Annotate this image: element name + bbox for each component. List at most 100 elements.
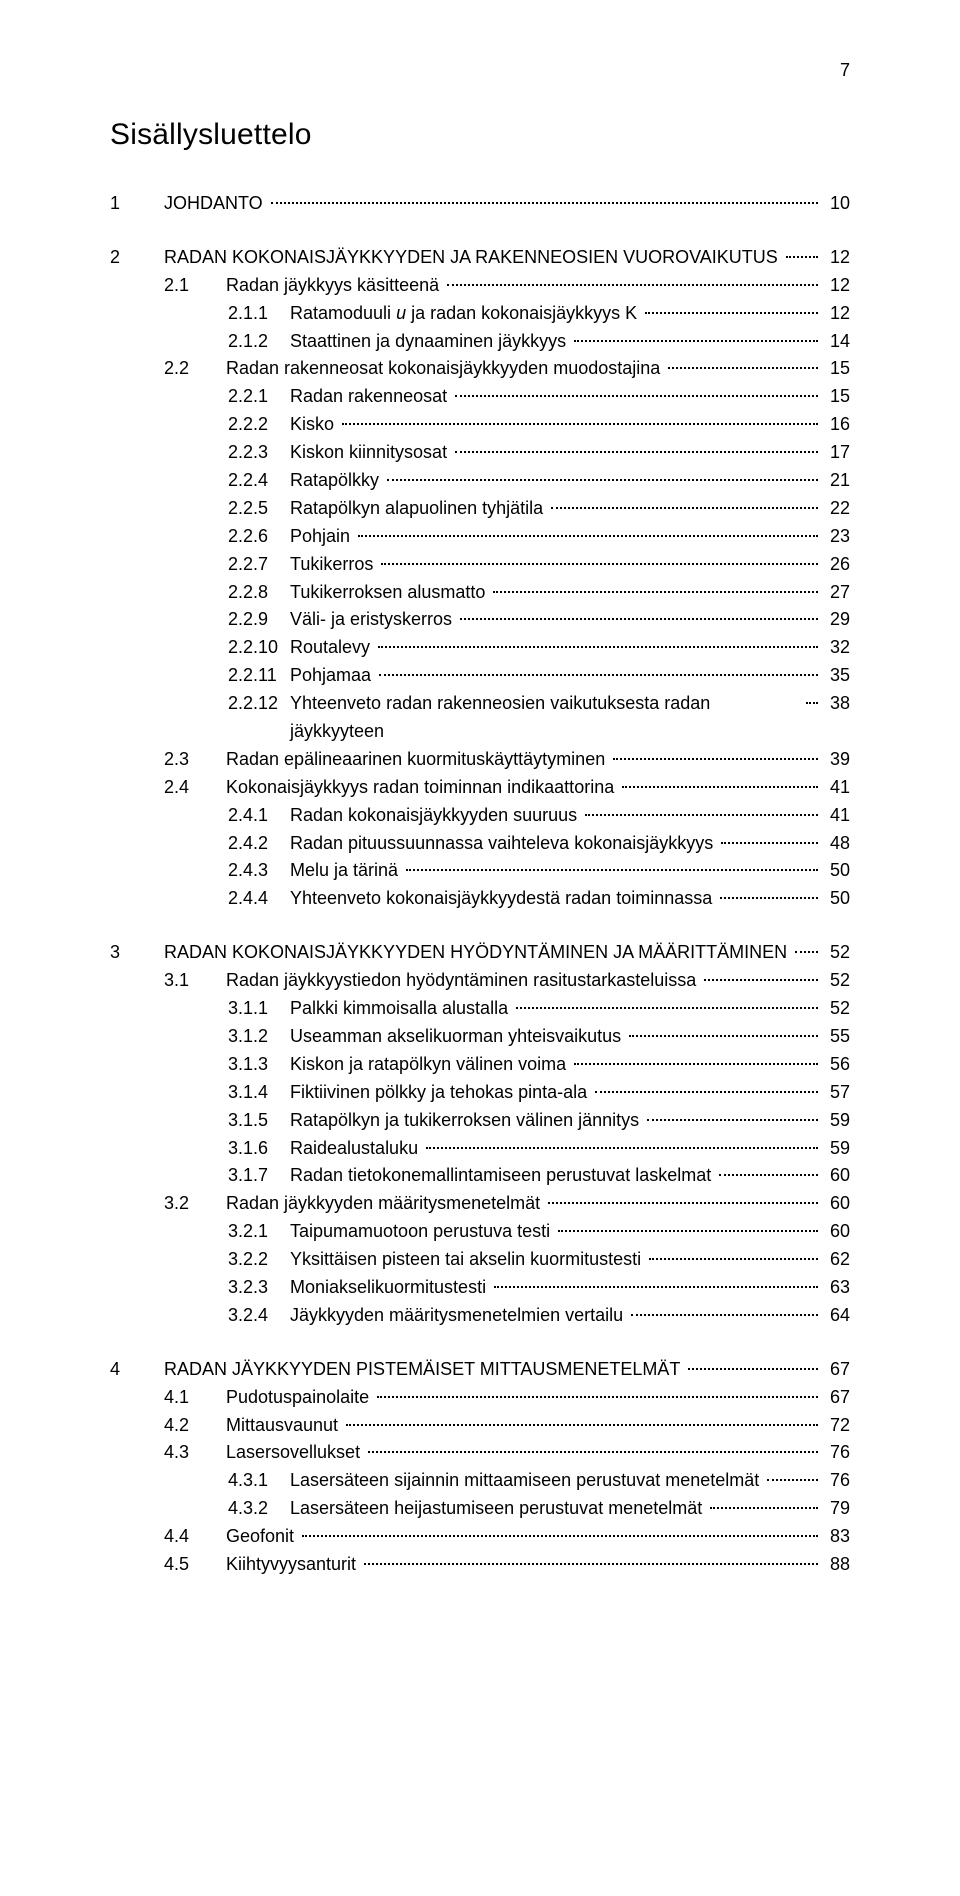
toc-entry-page: 32 <box>822 634 850 662</box>
toc-row: 2.2.5Ratapölkyn alapuolinen tyhjätila22 <box>110 495 850 523</box>
toc-entry-number: 2.2.2 <box>228 411 290 439</box>
toc-leader <box>271 202 818 204</box>
toc-entry-label: JOHDANTO <box>164 190 267 218</box>
toc-leader <box>585 814 818 816</box>
toc-entry-label: Kisko <box>290 411 338 439</box>
toc-row: 2.2.10Routalevy 32 <box>110 634 850 662</box>
toc-entry-page: 21 <box>822 467 850 495</box>
toc-row: 4.3.2Lasersäteen heijastumiseen perustuv… <box>110 1495 850 1523</box>
toc-row: 4.1Pudotuspainolaite67 <box>110 1384 850 1412</box>
toc-entry-page: 16 <box>822 411 850 439</box>
toc-block: 3RADAN KOKONAISJÄYKKYYDEN HYÖDYNTÄMINEN … <box>110 939 850 1329</box>
toc-entry-label: Radan rakenneosat kokonaisjäykkyyden muo… <box>226 355 664 383</box>
toc-entry-number: 3.2.4 <box>228 1302 290 1330</box>
toc-entry-page: 48 <box>822 830 850 858</box>
document-page: 7 Sisällysluettelo 1JOHDANTO102RADAN KOK… <box>0 0 960 1896</box>
toc-entry-page: 23 <box>822 523 850 551</box>
toc-entry-page: 35 <box>822 662 850 690</box>
toc-leader <box>377 1396 818 1398</box>
toc-entry-label: Staattinen ja dynaaminen jäykkyys <box>290 328 570 356</box>
toc-row: 2.4.2Radan pituussuunnassa vaihteleva ko… <box>110 830 850 858</box>
toc-entry-label: Radan tietokonemallintamiseen perustuvat… <box>290 1162 715 1190</box>
toc-row: 2.2.3Kiskon kiinnitysosat17 <box>110 439 850 467</box>
toc-row: 2.4.3Melu ja tärinä50 <box>110 857 850 885</box>
toc-entry-label: Ratapölkyn alapuolinen tyhjätila <box>290 495 547 523</box>
toc-entry-page: 63 <box>822 1274 850 1302</box>
toc-entry-label: Routalevy <box>290 634 374 662</box>
toc-row: 4.4Geofonit83 <box>110 1523 850 1551</box>
toc-leader <box>721 842 818 844</box>
toc-leader <box>645 312 818 314</box>
toc-entry-label: Pohjain <box>290 523 354 551</box>
toc-leader <box>368 1451 818 1453</box>
toc-row: 3.2.3Moniakselikuormitustesti63 <box>110 1274 850 1302</box>
toc-entry-number: 2.2.12 <box>228 690 290 718</box>
toc-row: 3.1.2Useamman akselikuorman yhteisvaikut… <box>110 1023 850 1051</box>
toc-entry-number: 3.1.2 <box>228 1023 290 1051</box>
toc-entry-number: 2.4.2 <box>228 830 290 858</box>
toc-entry-number: 2.2.9 <box>228 606 290 634</box>
toc-leader <box>494 1286 818 1288</box>
toc-entry-number: 3.2.1 <box>228 1218 290 1246</box>
toc-entry-page: 17 <box>822 439 850 467</box>
toc-leader <box>387 479 818 481</box>
toc-entry-label: Tukikerros <box>290 551 377 579</box>
toc-row: 3.2.2Yksittäisen pisteen tai akselin kuo… <box>110 1246 850 1274</box>
toc-entry-page: 15 <box>822 383 850 411</box>
toc-entry-page: 22 <box>822 495 850 523</box>
toc-entry-label: Radan kokonaisjäykkyyden suuruus <box>290 802 581 830</box>
toc-entry-page: 12 <box>822 244 850 272</box>
toc-row: 4.5Kiihtyvyysanturit88 <box>110 1551 850 1579</box>
toc-leader <box>516 1007 818 1009</box>
toc-entry-page: 72 <box>822 1412 850 1440</box>
toc-entry-number: 2.2.10 <box>228 634 290 662</box>
toc-row: 2.2.7Tukikerros 26 <box>110 551 850 579</box>
toc-entry-number: 3.1.4 <box>228 1079 290 1107</box>
toc-leader <box>378 646 818 648</box>
toc-leader <box>342 423 818 425</box>
toc-entry-number: 2.3 <box>164 746 226 774</box>
toc-entry-label: Lasersäteen sijainnin mittaamiseen perus… <box>290 1467 763 1495</box>
toc-entry-number: 3.2 <box>164 1190 226 1218</box>
toc-row: 2.2.9Väli- ja eristyskerros29 <box>110 606 850 634</box>
toc-entry-number: 2.1 <box>164 272 226 300</box>
toc-leader <box>668 367 818 369</box>
toc-entry-number: 4.3.1 <box>228 1467 290 1495</box>
toc-row: 4RADAN JÄYKKYYDEN PISTEMÄISET MITTAUSMEN… <box>110 1356 850 1384</box>
toc-entry-number: 3.1.3 <box>228 1051 290 1079</box>
toc-title: Sisällysluettelo <box>110 118 850 152</box>
toc-leader <box>379 674 818 676</box>
toc-entry-page: 52 <box>822 939 850 967</box>
toc-leader <box>551 507 818 509</box>
toc-entry-number: 4.3 <box>164 1439 226 1467</box>
toc-entry-page: 60 <box>822 1190 850 1218</box>
toc-row: 4.3.1Lasersäteen sijainnin mittaamiseen … <box>110 1467 850 1495</box>
toc-entry-number: 2.2.7 <box>228 551 290 579</box>
toc-row: 1JOHDANTO10 <box>110 190 850 218</box>
toc-entry-label: Yhteenveto kokonaisjäykkyydestä radan to… <box>290 885 716 913</box>
toc-row: 2.2.1Radan rakenneosat15 <box>110 383 850 411</box>
toc-leader <box>558 1230 818 1232</box>
toc-entry-page: 41 <box>822 774 850 802</box>
toc-leader <box>688 1368 818 1370</box>
toc-leader <box>649 1258 818 1260</box>
toc-leader <box>447 284 818 286</box>
toc-row: 2.1.2Staattinen ja dynaaminen jäykkyys14 <box>110 328 850 356</box>
toc-entry-page: 26 <box>822 551 850 579</box>
toc-entry-number: 2.2.3 <box>228 439 290 467</box>
toc-entry-number: 2.2.4 <box>228 467 290 495</box>
toc-entry-number: 2.4.1 <box>228 802 290 830</box>
toc-entry-page: 76 <box>822 1467 850 1495</box>
toc-row: 2.2Radan rakenneosat kokonaisjäykkyyden … <box>110 355 850 383</box>
toc-row: 2RADAN KOKONAISJÄYKKYYDEN JA RAKENNEOSIE… <box>110 244 850 272</box>
toc-entry-page: 10 <box>822 190 850 218</box>
toc-row: 2.2.12Yhteenveto radan rakenneosien vaik… <box>110 690 850 746</box>
toc-entry-number: 3.1.5 <box>228 1107 290 1135</box>
toc-entry-page: 67 <box>822 1384 850 1412</box>
toc-entry-label: Lasersovellukset <box>226 1439 364 1467</box>
toc-entry-label: Pohjamaa <box>290 662 375 690</box>
toc-row: 2.2.4Ratapölkky21 <box>110 467 850 495</box>
toc-entry-page: 79 <box>822 1495 850 1523</box>
toc-entry-page: 67 <box>822 1356 850 1384</box>
toc-entry-number: 4.4 <box>164 1523 226 1551</box>
